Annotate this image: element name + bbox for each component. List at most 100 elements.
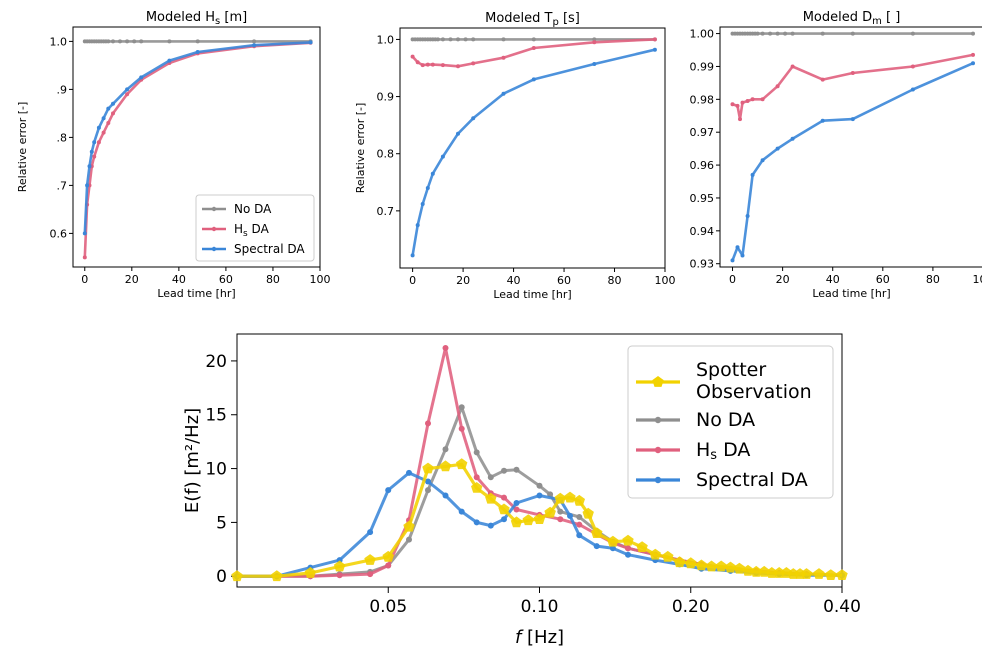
spectrum-series-spotter-point [742,564,754,576]
hs-series-spectral_da-point [195,50,200,54]
spectrum-series-spotter-point [750,565,762,577]
legend-marker-spectral_da [211,246,217,252]
spectrum-series-spotter-point [564,491,576,503]
dm-series-spectral_da-point [910,87,915,92]
hs-ylabel: Relative error [-] [16,102,29,193]
hs-ytick-label: .9 [57,83,68,96]
tp-series-hs_da-point [440,63,445,68]
dm-series-spectral_da-point [760,158,765,163]
hs-series-hs_da-point [82,255,87,260]
spectrum-series-spotter-point [533,513,546,524]
tp-ytick-label: 1.0 [377,33,395,46]
tp-xtick-label: 60 [557,274,571,287]
spectrum-series-spotter-point [231,570,243,582]
dm-ytick-label: 0.97 [690,126,715,139]
spectrum-series-spotter-point [471,482,483,493]
spectrum-series-spectral_da-point [625,551,631,558]
dm-ytick-label: 0.99 [690,60,715,73]
hs-series-spectral_da-point [252,43,257,48]
tp-series-no_da-point [448,37,453,42]
spectrum-series-no_da-point [442,446,449,453]
spectrum-series-no_da-point [487,474,494,481]
hs-xtick-label: 100 [310,273,331,286]
spectrum-series-no_da-point [406,536,412,543]
spectrum-series-spectral_da-point [501,516,507,523]
dm-series-spectral_da-point [735,245,740,250]
tp-series-hs_da-point [415,60,420,65]
hs-xtick-label: 60 [219,273,233,286]
tp-series-no_da-point [463,37,468,42]
tp-series-spectral_da-point [425,186,430,190]
dm-series-hs_da-point [745,99,750,103]
dm-series-spectral_da-point [730,258,735,263]
dm-series-spectral_da-point [740,253,745,258]
tp-ytick-label: 0.7 [377,205,395,218]
legend-marker-no_da [211,206,217,212]
spectrum-series-spectral_da-point [385,487,392,494]
dm-series-hs_da-point [750,97,755,102]
spectrum-series-spotter-point [271,570,283,582]
dm-series-spectral_da-point [820,118,825,123]
spectrum-xtick-label: 0.10 [521,597,559,617]
hs-series-spectral_da-point [87,164,92,169]
spectrum-series-spectral_da-point [473,519,480,526]
spectrum-series-spectral_da-point [442,492,449,499]
spectrum-series-spotter-point [304,567,317,578]
dm-series-hs_da-point [790,64,795,69]
dm-ytick-label: 0.98 [690,93,715,106]
spectrum-series-no_da-point [576,514,583,520]
tp-series-spectral_da-point [430,171,435,176]
dm-series-no_da-point [820,31,825,36]
tp-series-hs_da-line [411,38,655,68]
hs-series-spectral_da-point [92,140,97,145]
spectrum-series-no_da-point [473,449,480,456]
legend-marker-hs_da [654,446,662,454]
dm-series-hs_da-point [740,100,745,105]
dm-series-hs_da-point [820,77,825,82]
legend-marker-spotter [652,376,664,387]
hs-series-spectral_da-point [82,231,87,236]
hs-xtick-label: 40 [172,273,186,286]
legend-frame [195,194,315,262]
tp-xtick-label: 40 [507,274,521,287]
hs-series-spectral_da-point [139,75,144,80]
spectrum-series-hs_da-point [425,420,431,427]
dm-ytick-label: 1.00 [690,28,715,41]
spectrum-series-spotter-point [364,554,376,565]
hs-series-hs_da-point [101,130,106,135]
dm-title: Modeled Dm [ ] [803,10,901,27]
tp-ylabel: Relative error [-] [354,103,367,194]
spectrum-series-hs_da-point [336,572,343,579]
tp-title: Modeled Tp [s] [485,11,580,28]
dm-ytick-label: 0.95 [690,192,715,205]
dm-ytick-label: 0.96 [690,159,715,172]
tp-series-spectral_da-point [531,77,536,82]
spectrum-series-spotter-point [836,569,848,580]
tp-xlabel: Lead time [hr] [493,288,571,301]
dm-ytick-label: 0.94 [690,225,715,238]
tp-series-spectral_da-point [456,131,460,136]
spectrum-series-spotter-point [715,560,727,572]
dm-ytick-label: 0.93 [690,258,715,271]
spectrum-series-spotter-point [522,514,534,526]
spectrum-series-spotter-point [724,561,737,573]
dm-axes-frame [719,26,982,268]
hs-ytick-label: .8 [57,131,68,144]
hs-legend: No DA Hs DA Spectral DA [195,194,315,262]
dm-series-no_da-point [971,31,975,36]
dm-series-spectral_da-point [745,214,750,218]
hs-series-spectral_da-point [85,183,90,188]
panel-hs: Modeled Hs [m] 0 20 40 60 80 100 0.6 .7 .8 .9 1.0 Le… [16,10,331,300]
spectrum-ytick-label: 10 [205,460,227,480]
hs-series-no_da-point [106,39,111,44]
tp-xtick-label: 20 [456,274,470,287]
tp-ytick-label: 0.9 [377,91,395,104]
tp-series-spectral_da-line [411,48,656,256]
spectrum-series-no_da-point [513,466,520,473]
legend-label-hs_da: Hs DA [696,439,750,463]
spectrum-series-spotter-point [685,557,697,569]
dm-xtick-label: 40 [826,273,840,286]
spectrum-series-spectral_da-point [567,512,573,519]
dm-xlabel: Lead time [hr] [812,287,890,300]
